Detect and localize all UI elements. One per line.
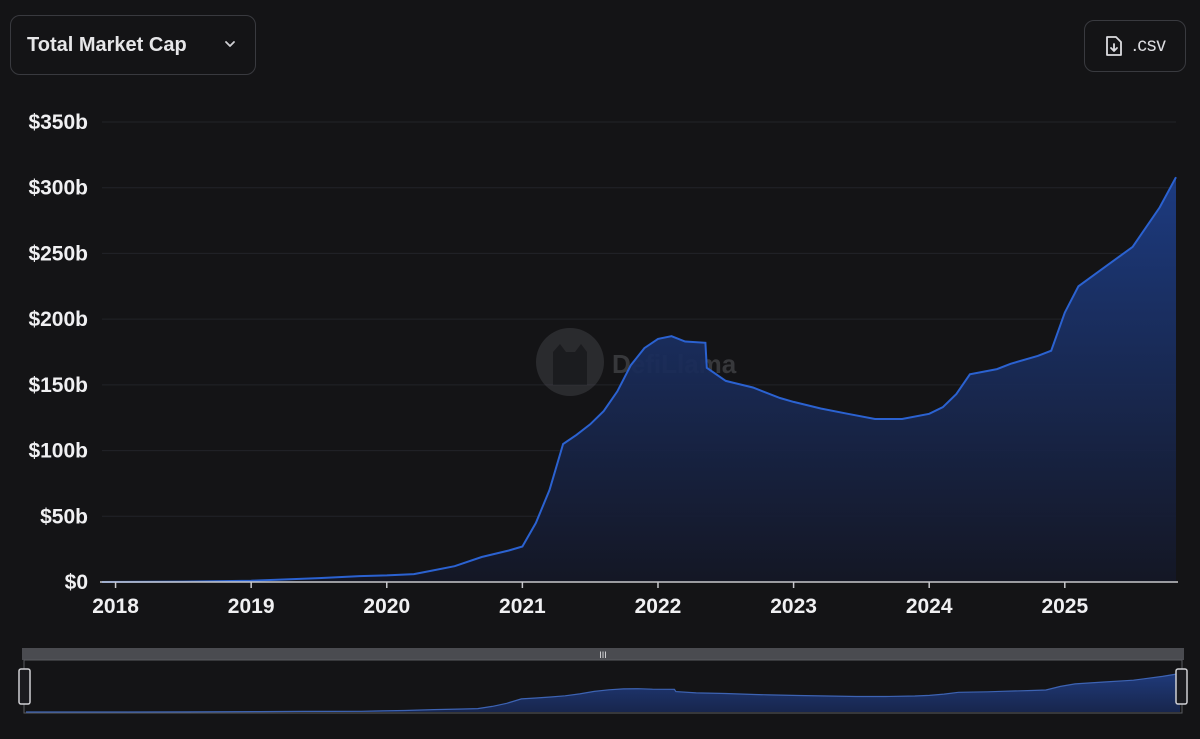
download-csv-button[interactable]: .csv xyxy=(1084,20,1186,72)
market-cap-area xyxy=(102,177,1176,582)
llama-logo-icon xyxy=(536,328,604,396)
slider-preview-line xyxy=(26,672,1181,713)
y-tick-label: $0 xyxy=(65,571,88,594)
metric-dropdown[interactable]: Total Market Cap xyxy=(10,15,256,75)
x-tick-label: 2020 xyxy=(363,595,410,618)
x-tick-label: 2021 xyxy=(499,595,546,618)
slider-preview-area xyxy=(26,673,1180,712)
x-tick-label: 2022 xyxy=(635,595,682,618)
y-tick-label: $250b xyxy=(28,242,88,265)
x-tick-label: 2023 xyxy=(770,595,817,618)
y-tick-label: $300b xyxy=(28,177,88,200)
file-download-icon xyxy=(1106,36,1123,56)
y-tick-label: $50b xyxy=(40,505,88,528)
chevron-down-icon xyxy=(225,41,235,47)
market-cap-line xyxy=(101,176,1177,583)
download-csv-label: .csv xyxy=(1132,35,1166,56)
range-slider[interactable]: III xyxy=(18,648,1188,714)
y-tick-label: $200b xyxy=(28,308,88,331)
slider-drag-handle[interactable]: III xyxy=(599,650,607,660)
slider-top-bar[interactable] xyxy=(22,648,1184,660)
y-axis: $0 $50b $100b $150b $200b $250b $300b $350b xyxy=(28,111,88,594)
x-tick-label: 2018 xyxy=(92,595,139,618)
y-tick-label: $150b xyxy=(28,374,88,397)
slider-left-handle[interactable] xyxy=(18,668,31,705)
metric-dropdown-label: Total Market Cap xyxy=(27,33,187,56)
x-tick-label: 2024 xyxy=(906,595,953,618)
slider-right-handle[interactable] xyxy=(1175,668,1188,705)
x-tick-label: 2025 xyxy=(1041,595,1088,618)
y-tick-label: $100b xyxy=(28,440,88,463)
y-tick-label: $350b xyxy=(28,111,88,134)
x-tick-label: 2019 xyxy=(228,595,275,618)
x-axis: 2018 2019 2020 2021 2022 2023 2024 2025 xyxy=(92,582,1088,618)
